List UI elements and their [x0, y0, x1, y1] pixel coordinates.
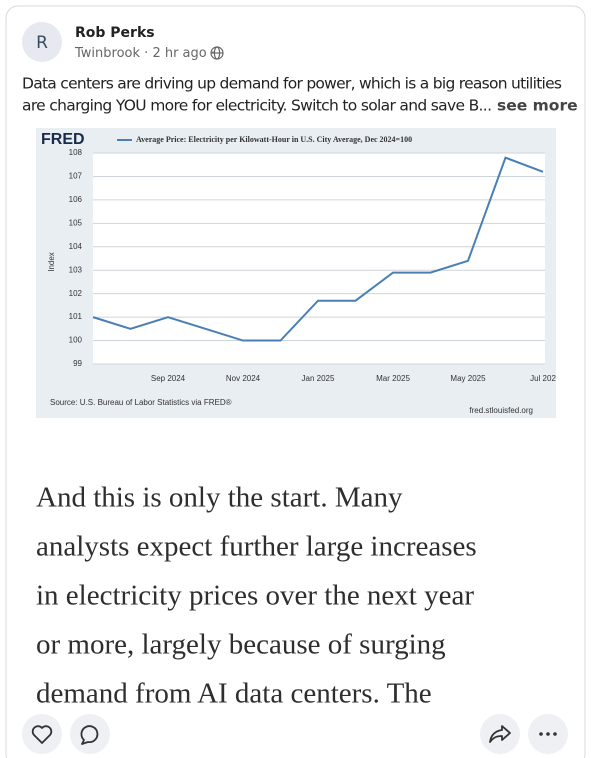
url: fred.stlouisfed.org: [469, 406, 533, 415]
fred-logo: FRED: [41, 131, 85, 148]
x-tick-label: Jul 202: [530, 374, 556, 383]
y-tick-label: 100: [69, 336, 83, 345]
source: Source: U.S. Bureau of Labor Statistics …: [50, 398, 232, 407]
quote-line: in electricity prices over the next year: [36, 580, 474, 612]
x-tick-label: May 2025: [450, 374, 486, 383]
separator: ·: [140, 46, 152, 61]
quote-line: or more, largely because of surging: [36, 629, 446, 661]
x-tick-label: Mar 2025: [376, 374, 410, 383]
comment-icon: [80, 725, 99, 745]
see-more[interactable]: see more: [497, 97, 578, 115]
comment-button[interactable]: [70, 714, 110, 754]
quote-image: And this is only the start. Many analysts…: [36, 482, 477, 710]
y-tick-label: 103: [69, 265, 83, 274]
y-tick-label: 105: [69, 218, 83, 227]
author[interactable]: Rob Perks: [75, 25, 155, 41]
quote-line: analysts expect further large increases: [36, 531, 477, 563]
y-tick-label: 101: [69, 312, 83, 321]
chart-image: FRED Average Price: Electricity per Kilo…: [36, 128, 556, 418]
globe-icon: [210, 46, 224, 60]
meta: Twinbrook · 2 hr ago ·: [74, 46, 215, 61]
avatar-letter: R: [36, 33, 48, 53]
share-button[interactable]: [480, 714, 520, 754]
quote-line: And this is only the start. Many: [36, 482, 403, 514]
data-line: [92, 156, 544, 342]
action-bar: [22, 714, 568, 754]
post-text: Data centers are driving up demand for p…: [22, 75, 562, 93]
plot-background: [93, 153, 545, 364]
y-tick-label: 102: [69, 289, 83, 298]
legend-label: Average Price: Electricity per Kilowatt-…: [136, 135, 412, 144]
like-button[interactable]: [22, 714, 62, 754]
avatar[interactable]: [22, 22, 62, 62]
y-tick-label: 99: [73, 359, 82, 368]
y-tick-label: 107: [69, 172, 83, 181]
y-tick-label: 104: [69, 242, 83, 251]
heart-icon: [31, 725, 53, 744]
share-icon: [489, 725, 511, 743]
x-tick-label: Sep 2024: [151, 374, 186, 383]
x-tick-label: Nov 2024: [226, 374, 261, 383]
more-icon: [539, 732, 557, 736]
y-tick-label: 108: [69, 148, 83, 157]
time: 2 hr ago: [152, 46, 206, 61]
x-tick-label: Jan 2025: [302, 374, 335, 383]
location: Twinbrook: [74, 46, 140, 61]
quote-line: demand from AI data centers. The: [36, 678, 432, 710]
y-axis-label: Index: [47, 252, 56, 272]
post-text: are charging YOU more for electricity. S…: [22, 97, 492, 115]
y-tick-label: 106: [69, 195, 83, 204]
